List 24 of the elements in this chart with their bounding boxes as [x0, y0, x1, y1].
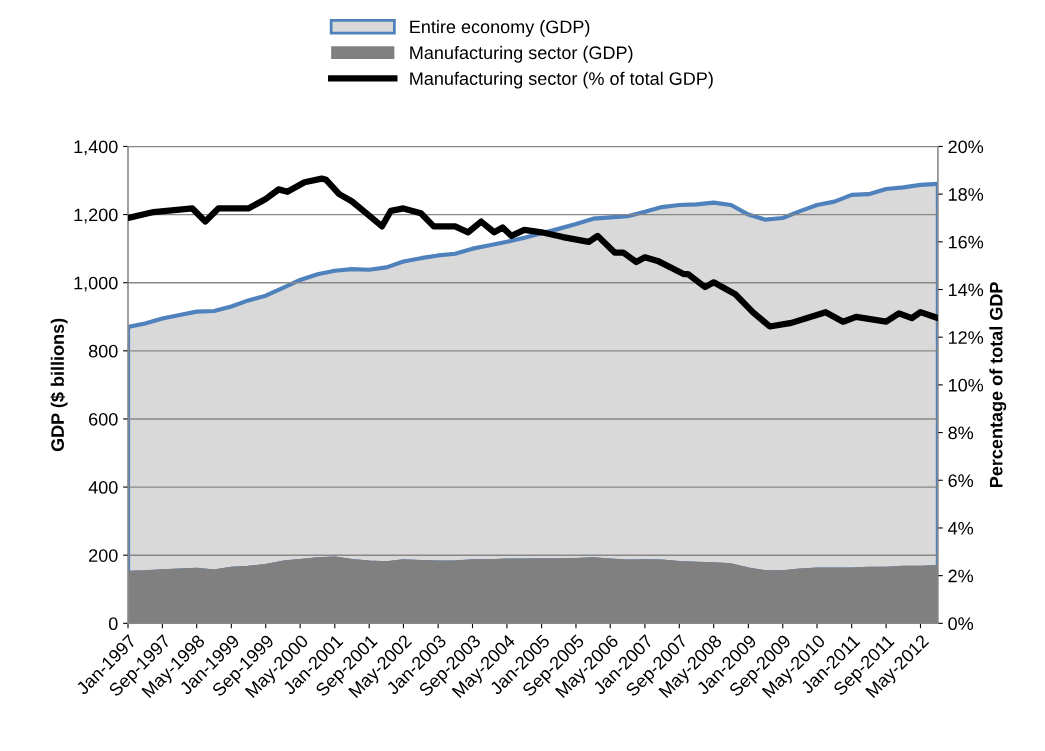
y2-tick-label: 0%: [948, 617, 974, 631]
legend-label: Manufacturing sector (GDP): [410, 45, 633, 63]
y-tick-label: 1,400: [74, 140, 118, 156]
y2-tick-label: 2%: [948, 569, 974, 583]
y-tick-label: 1,000: [74, 276, 118, 292]
y2-tick-label: 10%: [948, 378, 984, 392]
y2-tick-label: 4%: [948, 521, 974, 535]
y2-tick-label: 8%: [948, 426, 974, 440]
y-tick-label: 800: [88, 344, 118, 358]
y-tick-label: 600: [89, 412, 118, 426]
y-tick-label: 0: [108, 617, 118, 631]
legend-label: Manufacturing sector (% of total GDP): [410, 71, 713, 89]
y-tick-label: 400: [88, 481, 118, 494]
y2-tick-label: 20%: [948, 140, 984, 154]
legend-label: Entire economy (GDP): [410, 20, 590, 37]
y-axis-title: GDP ($ billions): [50, 318, 68, 452]
y2-tick-label: 14%: [948, 283, 984, 297]
y2-tick-label: 6%: [948, 474, 974, 487]
y2-tick-label: 12%: [948, 331, 984, 344]
y2-axis-title: Percentage of total GDP: [989, 282, 1007, 488]
y-tick-label: 1,200: [74, 208, 118, 224]
y2-tick-label: 16%: [948, 235, 984, 249]
y2-tick-label: 18%: [948, 188, 984, 201]
y-tick-label: 200: [89, 549, 118, 562]
